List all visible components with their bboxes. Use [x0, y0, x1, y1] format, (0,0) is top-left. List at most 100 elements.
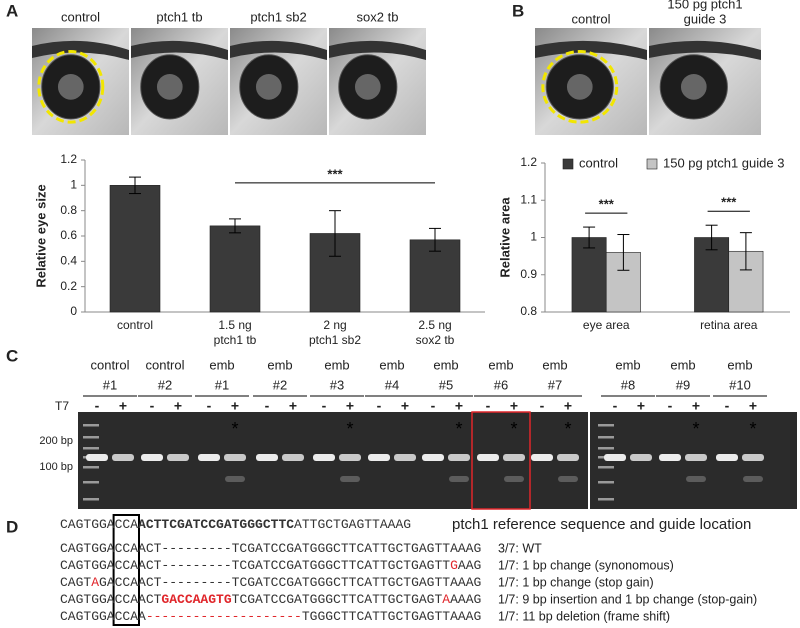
- lane-sign: +: [692, 398, 700, 414]
- bar: [109, 185, 161, 313]
- y-tick-label: 0: [70, 304, 77, 318]
- lane-sign: +: [749, 398, 757, 414]
- cleavage-star: *: [346, 419, 353, 439]
- error-bar: [617, 234, 630, 271]
- band: [422, 454, 444, 461]
- band: [477, 454, 499, 461]
- sequence-label: 1/7: 1 bp change (stop gain): [498, 575, 654, 589]
- cleaved-band: [558, 476, 578, 482]
- lane-group-number: #1: [215, 377, 229, 392]
- sequence-segment: CAGTGGACCAACT: [60, 592, 162, 607]
- lane-group-number: #6: [494, 377, 508, 392]
- photo-stripe: [131, 40, 228, 60]
- lane-group-number: #10: [729, 377, 751, 392]
- lane-group-name: emb: [379, 357, 404, 372]
- lane-sign: -: [377, 398, 382, 414]
- legend-label: 150 pg ptch1 guide 3: [663, 155, 784, 170]
- x-tick-label: control: [117, 318, 153, 332]
- lane-sign: +: [510, 398, 518, 414]
- band: [630, 454, 652, 461]
- ladder-band: [598, 447, 614, 450]
- band: [224, 454, 246, 461]
- sequence-segment: TCGATCCGATGGGCTTCATTGCTGAGT: [232, 592, 443, 607]
- lane-group-name: emb: [615, 357, 640, 372]
- band: [256, 454, 278, 461]
- lane-group-name: control: [145, 357, 184, 372]
- lane-group-name: emb: [433, 357, 458, 372]
- significance-label: ***: [599, 197, 615, 212]
- lane-sign: +: [174, 398, 182, 414]
- lane-sign: -: [725, 398, 730, 414]
- photo-lens: [566, 74, 593, 100]
- lane-sign: -: [668, 398, 673, 414]
- lane-sign: -: [540, 398, 545, 414]
- ladder-band: [598, 436, 614, 439]
- sequence-segment: --------------------: [146, 609, 302, 624]
- y-axis-label: Relative area: [497, 197, 512, 278]
- sequence: CAGTAGACCAACT---------TCGATCCGATGGGCTTCA…: [60, 575, 481, 590]
- cleavage-star: *: [510, 419, 517, 439]
- cleavage-star: *: [749, 419, 756, 439]
- lane-sign: -: [150, 398, 155, 414]
- sequence-label: 1/7: 1 bp change (synonomous): [498, 558, 674, 572]
- error-bar: [429, 227, 441, 252]
- photo-stripe: [329, 40, 426, 60]
- photo-stripe: [32, 40, 129, 60]
- y-tick-label: 1.2: [60, 152, 77, 166]
- sequence-segment: AAG: [458, 558, 481, 573]
- legend-swatch: [562, 158, 574, 170]
- band: [282, 454, 304, 461]
- band: [313, 454, 335, 461]
- panel-label: C: [6, 346, 18, 365]
- ladder-band: [83, 436, 99, 439]
- cleaved-band: [449, 476, 469, 482]
- lane-sign: +: [289, 398, 297, 414]
- y-tick-label: 1: [70, 178, 77, 192]
- error-bar: [329, 210, 341, 257]
- band: [339, 454, 361, 461]
- photo-lens: [255, 74, 282, 100]
- error-bar: [705, 224, 718, 251]
- error-bar: [583, 226, 596, 249]
- sequence-segment: CAGTGGACCAACT---------TCGATCCGATGGGCTTCA…: [60, 541, 481, 556]
- photo-stripe: [649, 40, 761, 60]
- cleaved-band: [743, 476, 763, 482]
- legend-label: control: [579, 155, 618, 170]
- cleavage-star: *: [564, 419, 571, 439]
- y-tick-label: 0.2: [60, 279, 77, 293]
- x-tick-label: 2.5 ng: [418, 318, 451, 332]
- bar: [209, 225, 261, 313]
- sequence-segment: CAGTGGACCAA: [60, 609, 146, 624]
- ladder-band: [598, 498, 614, 501]
- cleaved-band: [504, 476, 524, 482]
- band: [141, 454, 163, 461]
- sequence-segment: GACCAAGTG: [161, 592, 231, 607]
- sequence-segment: CAGT: [60, 575, 91, 590]
- band: [659, 454, 681, 461]
- band: [112, 454, 134, 461]
- band: [716, 454, 738, 461]
- highlight-box: [471, 411, 531, 510]
- lane-group-name: emb: [542, 357, 567, 372]
- eye-outline: [37, 50, 105, 124]
- band: [198, 454, 220, 461]
- legend-swatch: [646, 158, 658, 170]
- x-tick-label: retina area: [700, 318, 758, 332]
- significance-label: ***: [327, 166, 343, 181]
- error-bar: [739, 232, 752, 271]
- sequence-segment: A: [91, 575, 99, 590]
- y-tick-label: 1.2: [520, 155, 537, 169]
- bar: [571, 237, 607, 313]
- y-tick-label: 1: [530, 230, 537, 244]
- sequence-segment: AAAG: [450, 592, 481, 607]
- lane-group-name: emb: [488, 357, 513, 372]
- sequence-label: 1/7: 11 bp deletion (frame shift): [498, 609, 670, 623]
- sequence: CAGTGGACCAACTTCGATCCGATGGGCTTCATTGCTGAGT…: [60, 517, 411, 532]
- x-tick-label: 1.5 ng: [218, 318, 251, 332]
- band: [448, 454, 470, 461]
- band: [531, 454, 553, 461]
- sequence: CAGTGGACCAACT---------TCGATCCGATGGGCTTCA…: [60, 541, 481, 556]
- lane-group-name: emb: [267, 357, 292, 372]
- ladder-band: [83, 424, 99, 427]
